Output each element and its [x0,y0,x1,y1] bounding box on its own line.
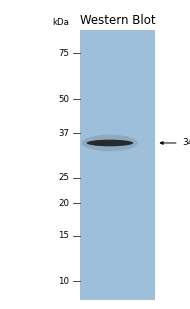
Text: Western Blot: Western Blot [80,14,155,27]
Text: 37: 37 [58,129,69,138]
Text: 20: 20 [58,198,69,208]
Text: 10: 10 [58,277,69,286]
Text: 34kDa: 34kDa [183,138,190,147]
Text: 50: 50 [58,95,69,104]
Ellipse shape [82,135,138,151]
Text: kDa: kDa [52,18,69,27]
Text: 15: 15 [58,231,69,240]
Text: 25: 25 [58,173,69,182]
Text: 75: 75 [58,49,69,58]
Bar [80,30,155,300]
Ellipse shape [87,140,133,146]
